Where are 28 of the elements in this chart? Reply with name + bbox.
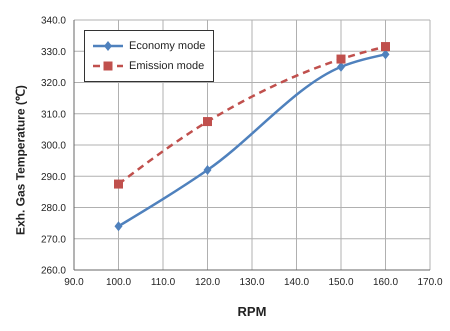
legend-label: Emission mode	[129, 59, 204, 74]
point	[114, 221, 122, 232]
y-tick-label: 280.0	[40, 203, 66, 214]
x-tick-label: 90.0	[64, 277, 84, 288]
x-tick-label: 150.0	[328, 277, 354, 288]
y-tick-label: 300.0	[40, 140, 66, 152]
point	[114, 180, 123, 189]
x-tick-label: 170.0	[417, 277, 443, 288]
y-tick-label: 290.0	[40, 172, 66, 183]
x-tick-label: 140.0	[284, 277, 310, 288]
x-tick-label: 160.0	[372, 277, 398, 288]
y-tick-label: 310.0	[40, 109, 66, 120]
point	[336, 54, 346, 64]
y-tick-label: 260.0	[40, 266, 66, 277]
x-axis-title: RPM	[238, 304, 266, 319]
y-axis-title: Exh. Gas Temperature (℃)	[13, 85, 28, 235]
y-tick-label: 340.0	[40, 16, 66, 27]
x-tick-label: 120.0	[194, 277, 220, 288]
point	[204, 165, 212, 175]
x-tick-label: 130.0	[239, 277, 265, 288]
point	[203, 117, 212, 126]
x-tick-label: 110.0	[150, 277, 176, 288]
y-tick-label: 320.0	[40, 78, 66, 90]
y-tick-label: 330.0	[40, 46, 66, 58]
point	[381, 42, 390, 52]
y-tick-label: 270.0	[40, 234, 66, 246]
legend-label: Economy mode	[129, 39, 206, 54]
x-tick-label: 100.0	[106, 277, 132, 288]
